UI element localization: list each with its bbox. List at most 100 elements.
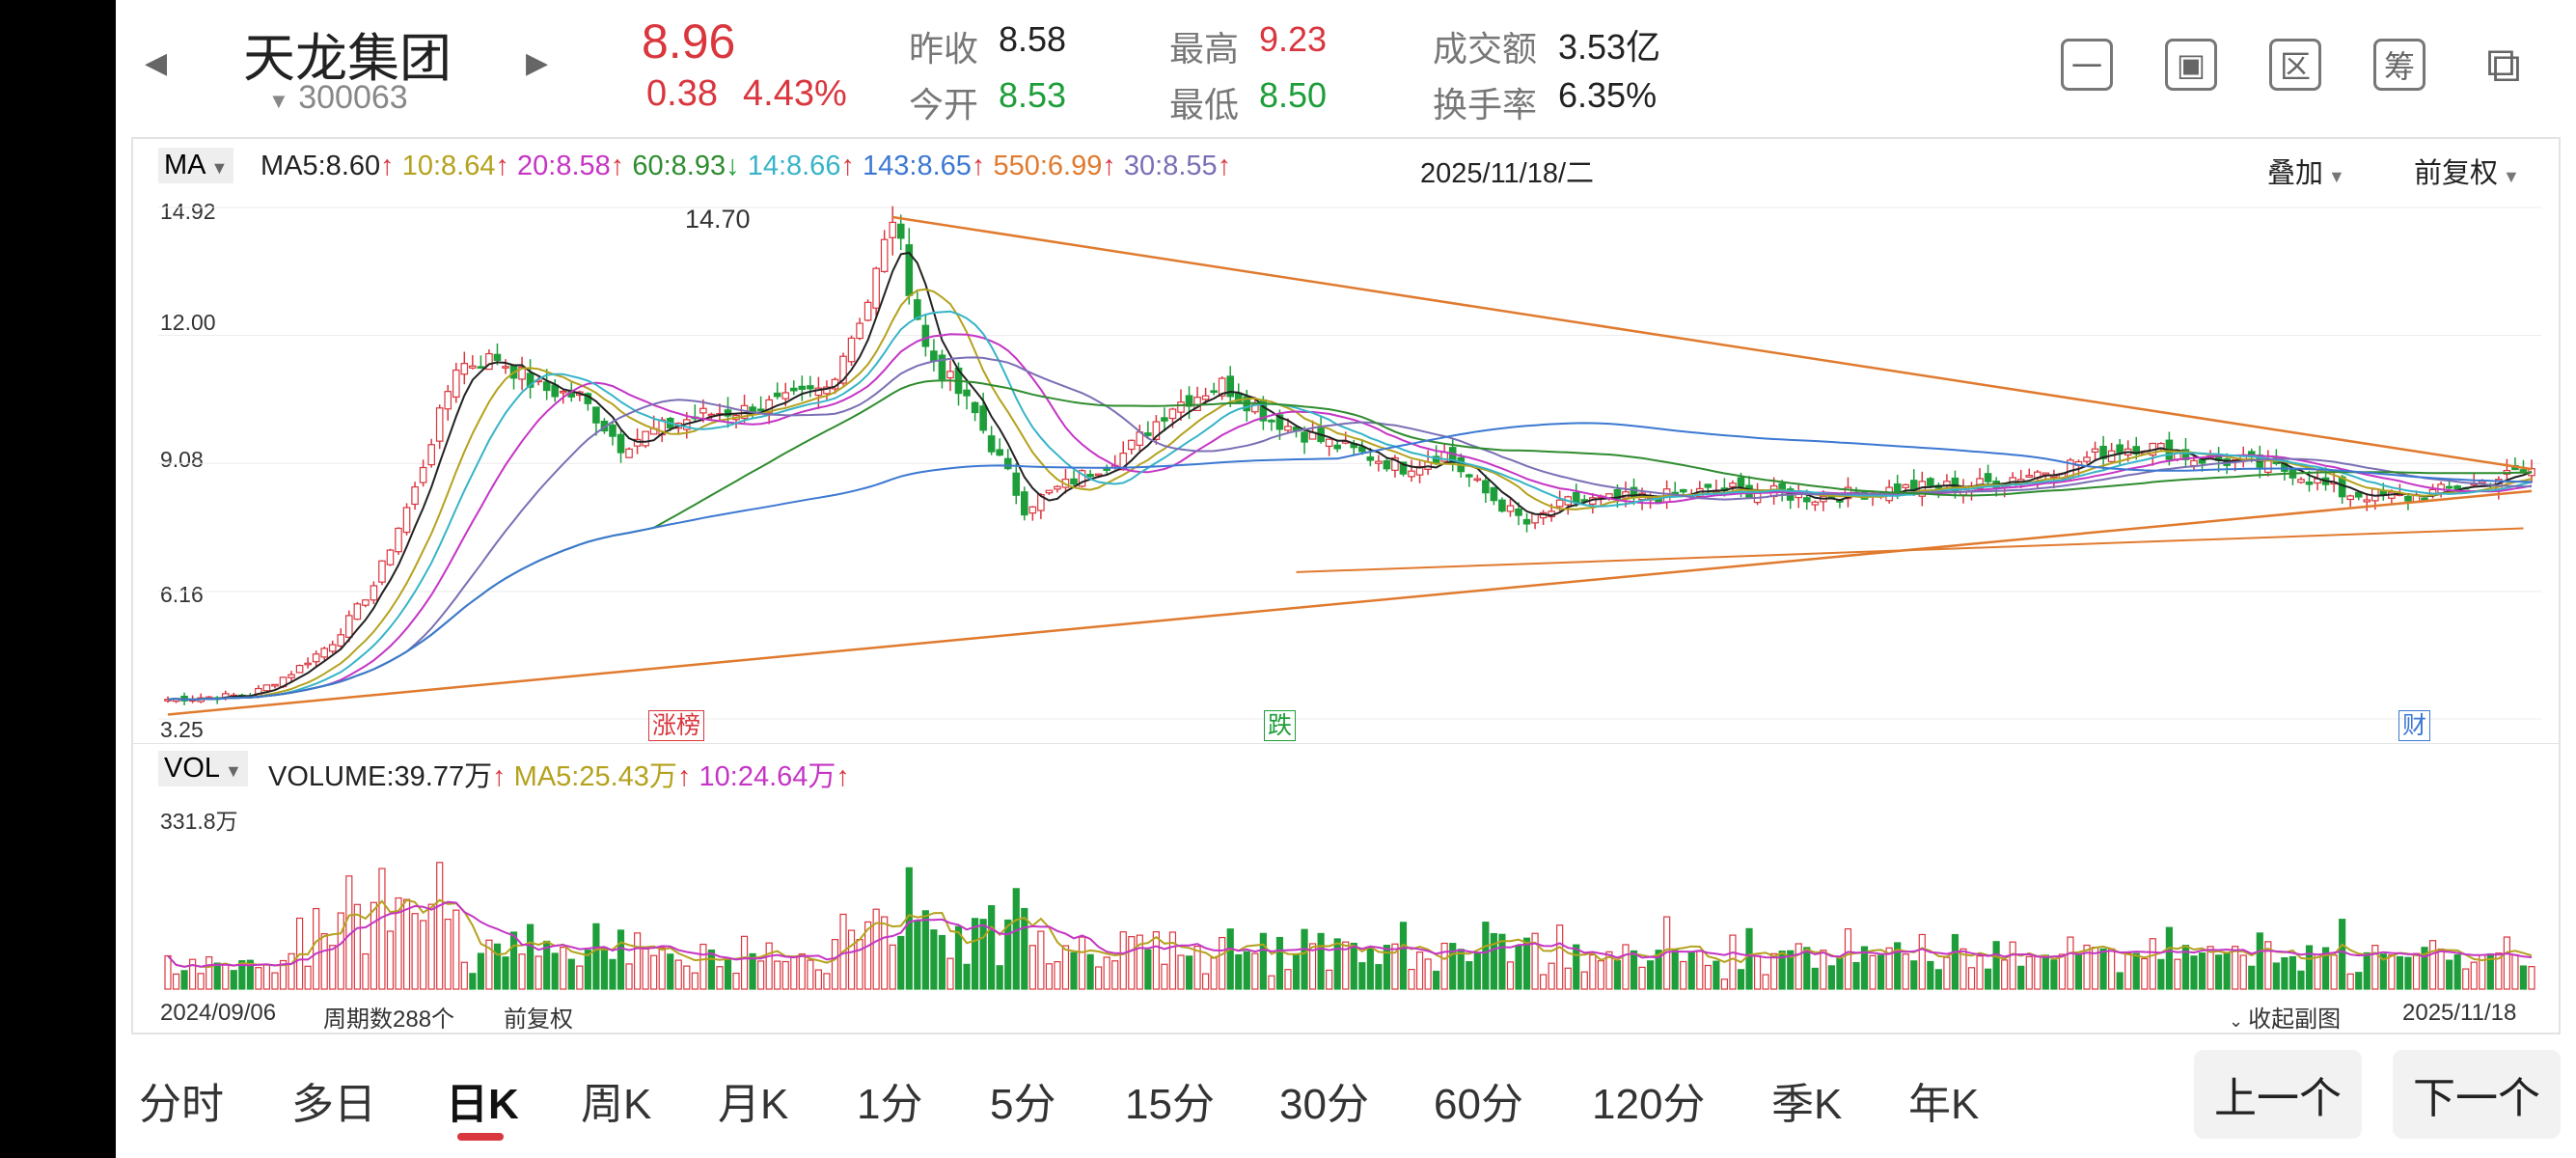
quote-value: 8.53 — [999, 75, 1067, 115]
candle-body — [946, 371, 954, 379]
candle-body — [1506, 505, 1515, 512]
candle-body — [781, 392, 790, 400]
collapse-subchart-button[interactable]: ⌄ 收起副图 — [2229, 1000, 2341, 1034]
layout-button[interactable]: ▣ — [2165, 39, 2217, 91]
tab-year-k[interactable]: 年K — [1908, 1081, 1980, 1128]
volume-bar — [1498, 933, 1506, 990]
volume-bar — [905, 867, 913, 990]
volume-chart[interactable] — [158, 801, 2541, 994]
volume-bar — [2034, 955, 2042, 990]
volume-bar — [2124, 952, 2132, 990]
ma-legend-item: 20:8.58↑ — [517, 151, 625, 181]
tab-60min[interactable]: 60分 — [1434, 1081, 1523, 1128]
volume-bar — [1473, 952, 1481, 990]
prev-stock-button[interactable]: 上一个 — [2194, 1050, 2362, 1139]
volume-bar — [1350, 942, 1357, 990]
next-stock-arrow[interactable]: ▶ — [526, 47, 549, 79]
ma-selector-label: MA — [164, 150, 206, 180]
volume-bar — [1770, 952, 1778, 990]
candle-body — [2346, 495, 2354, 501]
tab-15min[interactable]: 15分 — [1125, 1081, 1215, 1128]
candle-body — [1902, 483, 1910, 488]
ma-legend-item: 143:8.65↑ — [863, 151, 986, 181]
volume-bar — [667, 953, 674, 990]
volume-ma-line-10 — [167, 900, 2533, 968]
volume-bar — [1161, 963, 1168, 990]
candle-body — [1375, 460, 1383, 464]
candle-body — [1927, 478, 1934, 486]
next-stock-button[interactable]: 下一个 — [2393, 1050, 2561, 1139]
volume-bar — [1655, 950, 1662, 990]
ma-selector[interactable]: MA ▼ — [158, 148, 234, 183]
finance-marker[interactable]: 财 — [2398, 710, 2431, 741]
volume-bar — [633, 932, 642, 990]
price-axis-label: 6.16 — [160, 582, 204, 607]
range-button[interactable]: 区 — [2269, 39, 2321, 91]
volume-bar — [2412, 952, 2421, 990]
candle-body — [1984, 473, 1992, 482]
candle-body — [1201, 395, 1210, 400]
tab-week-k[interactable]: 周K — [581, 1081, 652, 1128]
stock-code-row[interactable]: ▼ 300063 — [268, 79, 408, 117]
tab-minute[interactable]: 分时 — [139, 1081, 224, 1128]
volume-bar — [609, 958, 617, 990]
rise-marker[interactable]: 涨榜 — [648, 710, 705, 741]
candle-body — [773, 392, 781, 398]
volume-bar — [2288, 955, 2297, 990]
tab-120min[interactable]: 120分 — [1592, 1081, 1706, 1128]
adjust-dropdown[interactable]: 前复权 ▼ — [2414, 151, 2520, 191]
volume-bar — [527, 924, 534, 990]
tab-5min[interactable]: 5分 — [990, 1081, 1056, 1128]
tab-quarter-k[interactable]: 季K — [1771, 1081, 1843, 1128]
volume-bar — [337, 912, 344, 990]
tab-month-k[interactable]: 月K — [718, 1081, 789, 1128]
volume-bar — [485, 939, 493, 990]
prev-stock-arrow[interactable]: ◀ — [145, 47, 168, 79]
candle-body — [699, 407, 707, 414]
volume-bar — [2503, 936, 2510, 990]
active-tab-indicator — [457, 1133, 504, 1141]
candle-body — [288, 674, 295, 678]
candle-body — [789, 387, 798, 392]
candle-body — [1144, 432, 1152, 436]
candle-body — [1630, 486, 1638, 498]
volume-bar — [2297, 970, 2305, 990]
volume-bar — [2149, 938, 2156, 990]
chips-button[interactable]: 筹 — [2373, 39, 2425, 91]
quote-value: 8.58 — [999, 19, 1067, 59]
overlay-dropdown[interactable]: 叠加 ▼ — [2267, 151, 2345, 191]
volume-bar — [1869, 954, 1877, 990]
volume-bar — [1308, 943, 1317, 990]
ma-legend: MA5:8.60↑ 10:8.64↑ 20:8.58↑ 60:8.93↓ 14:… — [260, 151, 1231, 182]
candle-body — [402, 507, 411, 534]
volume-bar — [469, 973, 477, 990]
volume-bar — [600, 947, 609, 990]
volume-bar — [1482, 922, 1490, 990]
chevron-down-icon: ▼ — [206, 158, 229, 178]
volume-bar — [1852, 961, 1860, 990]
volume-bar — [914, 920, 921, 990]
volume-bar — [1375, 964, 1383, 990]
price-axis-label: 14.92 — [160, 199, 216, 224]
volume-bar — [2281, 956, 2288, 990]
candle-body — [164, 699, 172, 702]
vol-selector[interactable]: VOL ▼ — [158, 751, 248, 786]
tab-day-k[interactable]: 日K — [446, 1081, 519, 1128]
tab-multi-day[interactable]: 多日 — [291, 1081, 376, 1128]
tab-1min[interactable]: 1分 — [857, 1081, 923, 1128]
volume-bar — [1934, 969, 1942, 990]
candlestick-chart[interactable] — [158, 198, 2541, 738]
rotate-screen-button[interactable]: ⧉ — [2478, 38, 2530, 92]
draw-line-button[interactable]: 一 — [2061, 39, 2113, 91]
candle-body — [2363, 499, 2371, 503]
candle-body — [1679, 488, 1687, 493]
fall-marker[interactable]: 跌 — [1264, 710, 1297, 741]
volume-bar — [1613, 960, 1622, 990]
tab-30min[interactable]: 30分 — [1279, 1081, 1369, 1128]
chevron-down-icon: ▼ — [220, 761, 242, 781]
volume-bar — [2264, 941, 2272, 990]
candle-body — [2379, 490, 2388, 495]
volume-bar — [2050, 959, 2058, 990]
volume-bar — [1951, 933, 1959, 990]
quote-label: 最高 — [1169, 29, 1240, 69]
